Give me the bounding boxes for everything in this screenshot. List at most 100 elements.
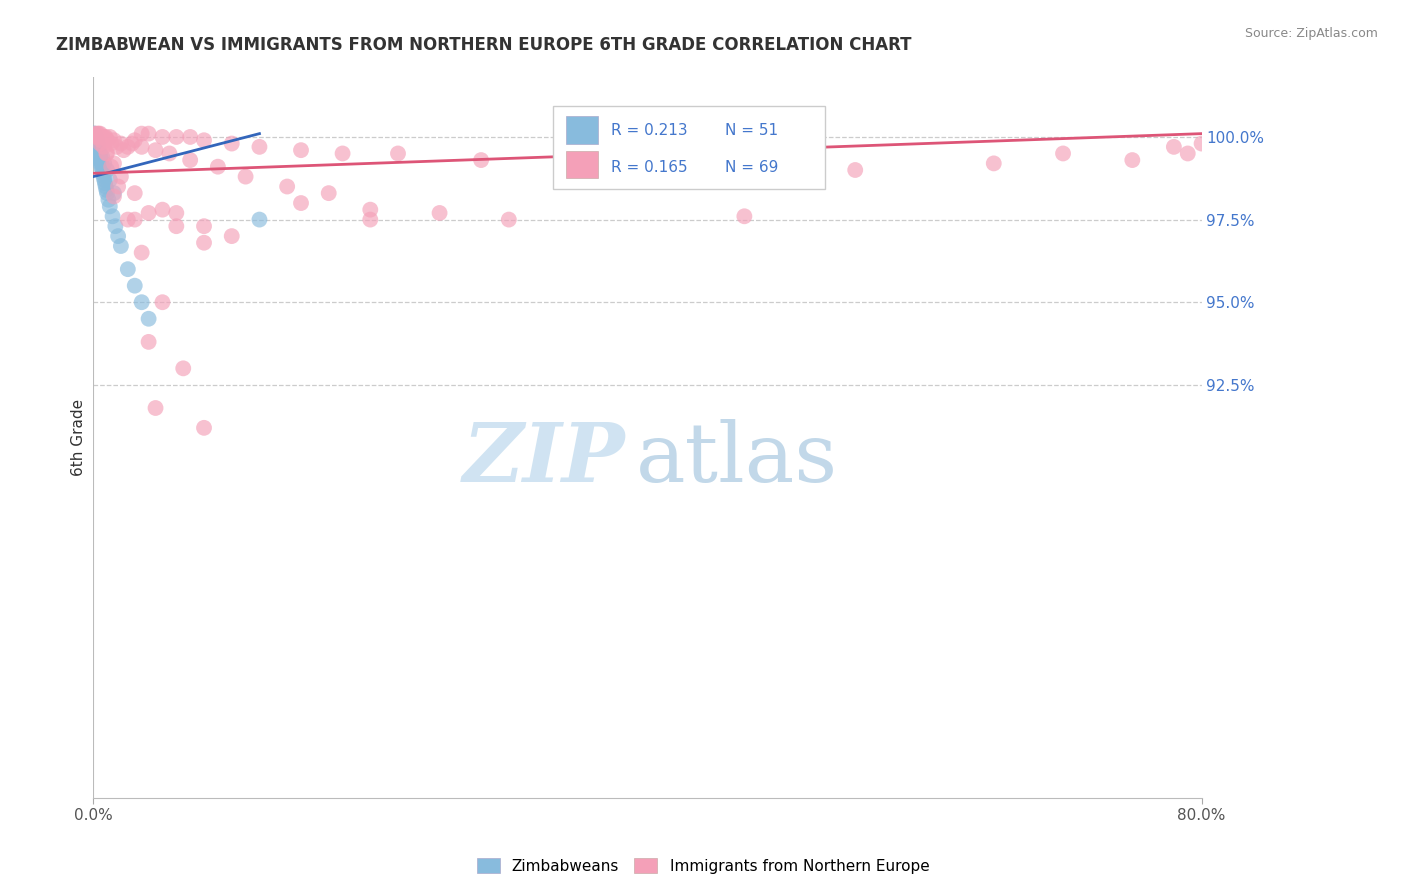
Point [87,130,110,145]
Point [124,278,146,293]
Point [93,130,115,145]
Point [131,245,153,260]
Point [96,146,118,161]
Text: ZIMBABWEAN VS IMMIGRANTS FROM NORTHERN EUROPE 6TH GRADE CORRELATION CHART: ZIMBABWEAN VS IMMIGRANTS FROM NORTHERN E… [56,36,911,54]
Point [90,156,112,170]
Point [86,133,108,147]
Point [706,160,728,174]
Point [93,169,115,184]
Point [152,130,174,145]
Text: N = 51: N = 51 [725,122,778,137]
Point [84,133,107,147]
Point [152,295,174,310]
Point [87,143,110,157]
Point [98,199,121,213]
Point [145,143,167,157]
Point [112,143,135,157]
Point [89,156,111,170]
Point [87,127,110,141]
Point [86,127,108,141]
Legend: Zimbabweans, Immigrants from Northern Europe: Zimbabweans, Immigrants from Northern Eu… [471,852,935,880]
Point [117,262,139,277]
Point [138,334,160,349]
Point [91,163,114,178]
Point [87,140,110,154]
Point [110,239,132,253]
Text: N = 69: N = 69 [725,160,779,175]
Point [844,163,866,178]
Y-axis label: 6th Grade: 6th Grade [72,400,86,476]
Point [91,166,114,180]
Point [87,140,110,154]
Point [332,146,354,161]
Point [193,133,215,147]
Point [90,153,112,167]
Bar [567,151,598,178]
Point [117,212,139,227]
Point [107,229,129,244]
Point [124,186,146,201]
Point [179,153,201,167]
Point [93,156,115,170]
Point [104,219,127,234]
Point [138,311,160,326]
Point [86,140,108,154]
Point [290,196,312,211]
Point [91,130,114,145]
Point [152,202,174,217]
Point [89,146,111,161]
Point [179,130,201,145]
Point [94,130,117,145]
Point [1191,136,1213,151]
Point [290,143,312,157]
Point [83,130,105,145]
Point [105,140,128,154]
Point [1052,146,1074,161]
Point [165,206,187,220]
Point [193,421,215,435]
Point [110,169,132,184]
Point [124,133,146,147]
Text: ZIP: ZIP [463,419,626,500]
Point [121,136,143,151]
Point [89,127,111,141]
Point [98,130,121,145]
Point [138,127,160,141]
Text: R = 0.165: R = 0.165 [610,160,688,175]
Point [249,212,271,227]
Point [103,189,125,203]
Point [84,133,107,147]
Point [98,173,121,187]
Point [235,169,257,184]
Point [387,146,409,161]
Point [96,133,118,147]
Text: R = 0.213: R = 0.213 [610,122,688,137]
Point [429,206,451,220]
Point [101,209,124,223]
Point [89,136,111,151]
Point [117,140,139,154]
Point [131,295,153,310]
Point [83,127,105,141]
Point [84,130,107,145]
Point [103,156,125,170]
Point [131,127,153,141]
Point [359,212,381,227]
Point [983,156,1005,170]
Point [145,401,167,415]
Point [103,133,125,147]
Point [89,146,111,161]
Point [124,212,146,227]
Point [87,146,110,161]
Point [193,235,215,250]
Point [221,229,243,244]
Point [91,150,114,164]
Point [733,209,755,223]
Point [567,156,589,170]
Point [97,193,120,207]
Point [89,150,111,164]
Point [93,173,115,187]
Point [84,127,107,141]
Point [1177,146,1199,161]
Point [90,133,112,147]
